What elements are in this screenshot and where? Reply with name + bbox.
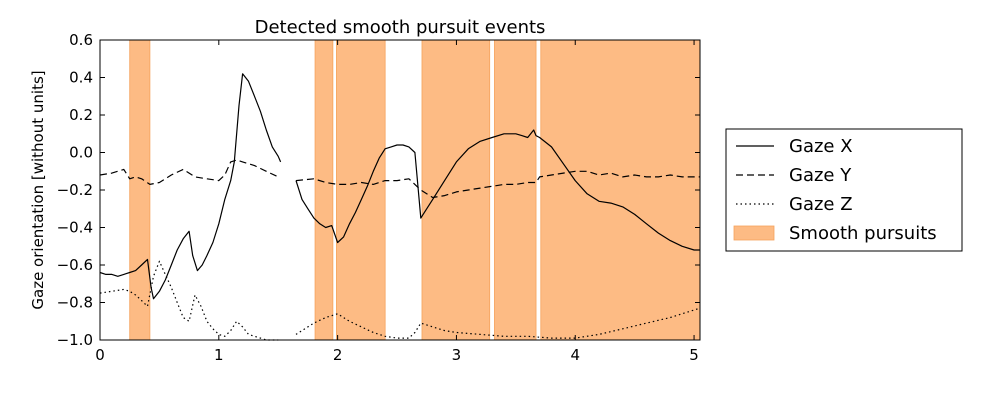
x-tick-label: 2 xyxy=(333,346,343,364)
pursuit-region-4 xyxy=(421,39,491,341)
pursuit-region-6 xyxy=(540,39,701,341)
y-tick-label: 0.0 xyxy=(69,144,93,162)
y-tick-label: −0.8 xyxy=(57,294,93,312)
y-tick-label: −1.0 xyxy=(57,331,93,349)
y-tick-label: 0.2 xyxy=(69,106,93,124)
x-tick-label: 4 xyxy=(570,346,580,364)
pursuit-region-1 xyxy=(129,39,151,341)
series-line-gaze-x xyxy=(99,73,700,300)
pursuit-region-3 xyxy=(336,39,386,341)
y-axis-label: Gaze orientation [without units] xyxy=(29,70,47,309)
series-line-gaze-y xyxy=(99,159,700,199)
chart-title: Detected smooth pursuit events xyxy=(255,17,546,38)
pursuit-regions xyxy=(129,39,701,341)
x-tick-label: 3 xyxy=(452,346,462,364)
pursuit-region-5 xyxy=(494,39,537,341)
series-lines xyxy=(99,73,701,341)
x-tick-label: 5 xyxy=(689,346,699,364)
legend-swatch-patch xyxy=(733,225,775,241)
legend-label: Gaze Z xyxy=(789,194,853,215)
y-tick-label: −0.4 xyxy=(57,219,93,237)
legend-label: Gaze X xyxy=(789,136,853,157)
y-tick-label: 0.4 xyxy=(69,69,93,87)
legend-label: Gaze Y xyxy=(789,165,852,186)
y-tick-label: −0.6 xyxy=(57,256,93,274)
pursuit-region-2 xyxy=(314,39,334,341)
y-tick-label: 0.6 xyxy=(69,31,93,49)
legend: Gaze X Gaze Y Gaze Z Smooth pursuits xyxy=(725,128,963,252)
axis-ticks: 0 1 2 3 4 5 −1.0 −0.8 −0.6 −0.4 −0.2 0.0 0.2 0.4 0.6 xyxy=(57,31,700,364)
y-tick-label: −0.2 xyxy=(57,181,93,199)
x-tick-label: 0 xyxy=(95,346,105,364)
x-tick-label: 1 xyxy=(214,346,224,364)
legend-label: Smooth pursuits xyxy=(789,223,937,244)
